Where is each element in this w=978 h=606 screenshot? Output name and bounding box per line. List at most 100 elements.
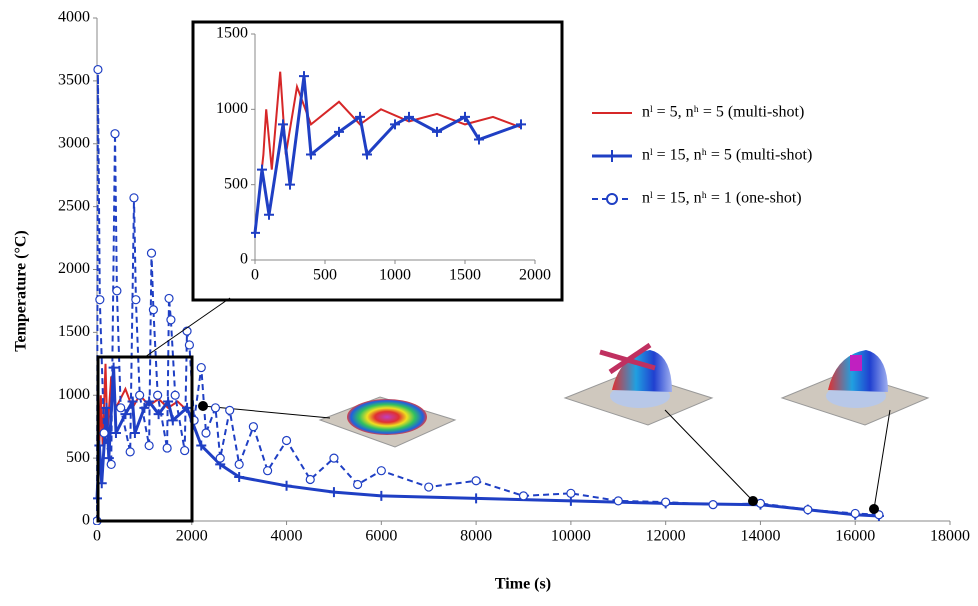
x-tick-label: 1000 <box>379 267 411 284</box>
marker-circle <box>196 362 206 373</box>
x-tick-label: 8000 <box>460 528 492 545</box>
annotation-point <box>198 401 208 411</box>
marker-circle <box>170 390 180 400</box>
y-tick-label: 2500 <box>58 197 90 214</box>
marker-plus <box>355 111 365 122</box>
marker-plus <box>196 440 207 451</box>
marker-circle <box>116 403 126 413</box>
marker-circle <box>129 193 139 203</box>
marker-plus <box>257 164 267 175</box>
y-tick-label: 500 <box>66 449 90 466</box>
y-tick-label: 500 <box>224 175 248 192</box>
marker-circle <box>201 428 211 438</box>
marker-circle <box>148 305 158 315</box>
marker-circle <box>215 453 225 463</box>
marker-plus <box>306 149 316 160</box>
x-axis-title: Time (s) <box>495 576 551 593</box>
marker-plus <box>390 119 400 130</box>
marker-plus <box>281 480 292 491</box>
marker-circle <box>708 500 718 510</box>
zoom-connector <box>144 297 231 358</box>
marker-circle <box>566 488 576 498</box>
marker-plus <box>328 487 339 498</box>
marker-plus <box>108 362 119 373</box>
marker-circle <box>329 453 339 463</box>
marker-circle <box>99 428 109 438</box>
marker-plus <box>264 209 274 220</box>
x-tick-label: 10000 <box>551 528 591 545</box>
x-tick-label: 2000 <box>519 267 551 284</box>
marker-circle <box>106 459 116 470</box>
y-tick-label: 2000 <box>58 260 90 277</box>
y-axis-title: Temperature (°C) <box>13 230 30 351</box>
marker-circle <box>135 390 145 400</box>
marker-circle <box>248 422 258 432</box>
marker-plus <box>167 415 178 426</box>
marker-plus <box>299 71 309 82</box>
x-tick-label: 14000 <box>740 528 780 545</box>
marker-circle <box>131 295 141 305</box>
x-tick-label: 500 <box>313 267 337 284</box>
y-tick-label: 0 <box>240 251 248 268</box>
legend-label: nˡ = 5, nʰ = 5 (multi-shot) <box>642 104 804 121</box>
x-tick-label: 12000 <box>646 528 686 545</box>
marker-circle <box>281 435 292 446</box>
y-tick-label: 3000 <box>58 134 90 151</box>
marker-plus <box>334 126 344 137</box>
marker-plus <box>376 490 387 501</box>
x-tick-label: 18000 <box>930 528 970 545</box>
marker-circle <box>471 476 481 486</box>
x-tick-label: 4000 <box>271 528 303 545</box>
y-tick-label: 0 <box>82 512 90 529</box>
plot-area <box>251 71 526 238</box>
x-tick-label: 6000 <box>365 528 397 545</box>
marker-circle <box>263 466 273 476</box>
marker-circle <box>305 474 315 485</box>
marker-circle <box>93 64 103 75</box>
marker-circle <box>180 445 190 456</box>
marker-plus <box>234 471 245 482</box>
marker-circle <box>424 482 434 492</box>
annotation-leaders <box>202 405 891 510</box>
y-tick-label: 3500 <box>58 72 90 89</box>
marker-circle <box>225 405 235 415</box>
x-tick-label: 16000 <box>835 528 875 545</box>
annotation-point <box>748 496 758 506</box>
marker-plus <box>101 402 112 413</box>
marker-circle <box>518 491 529 501</box>
marker-plus <box>432 126 442 137</box>
y-tick-label: 1500 <box>58 323 90 340</box>
marker-plus <box>471 493 482 504</box>
marker-plus <box>278 119 288 130</box>
series-line <box>253 76 522 234</box>
plot-area <box>93 64 884 525</box>
y-tick-label: 1500 <box>216 25 248 42</box>
series-line <box>254 71 522 234</box>
part-image-1 <box>318 396 457 448</box>
x-tick-label: 1500 <box>449 267 481 284</box>
part-image-3 <box>780 350 930 426</box>
marker-plus <box>182 402 193 413</box>
marker-plus <box>127 396 138 407</box>
series-line <box>95 367 879 518</box>
legend-label: nˡ = 15, nʰ = 5 (multi-shot) <box>642 147 812 164</box>
legend-marker <box>606 150 618 162</box>
marker-circle <box>110 129 120 139</box>
part-image-2 <box>563 342 714 426</box>
marker-circle <box>166 315 176 325</box>
marker-circle <box>112 286 122 296</box>
marker-circle <box>164 293 174 304</box>
legend-label: nˡ = 15, nʰ = 1 (one-shot) <box>642 190 802 207</box>
marker-plus <box>404 111 414 122</box>
inset-frame <box>191 20 564 302</box>
marker-circle <box>153 390 163 400</box>
x-tick-label: 2000 <box>176 528 208 545</box>
x-tick-label: 0 <box>251 267 259 284</box>
marker-plus <box>120 409 131 420</box>
marker-circle <box>850 508 860 519</box>
y-tick-label: 1000 <box>58 386 90 403</box>
marker-circle <box>234 459 244 470</box>
marker-circle <box>144 440 154 451</box>
marker-circle <box>661 497 671 507</box>
